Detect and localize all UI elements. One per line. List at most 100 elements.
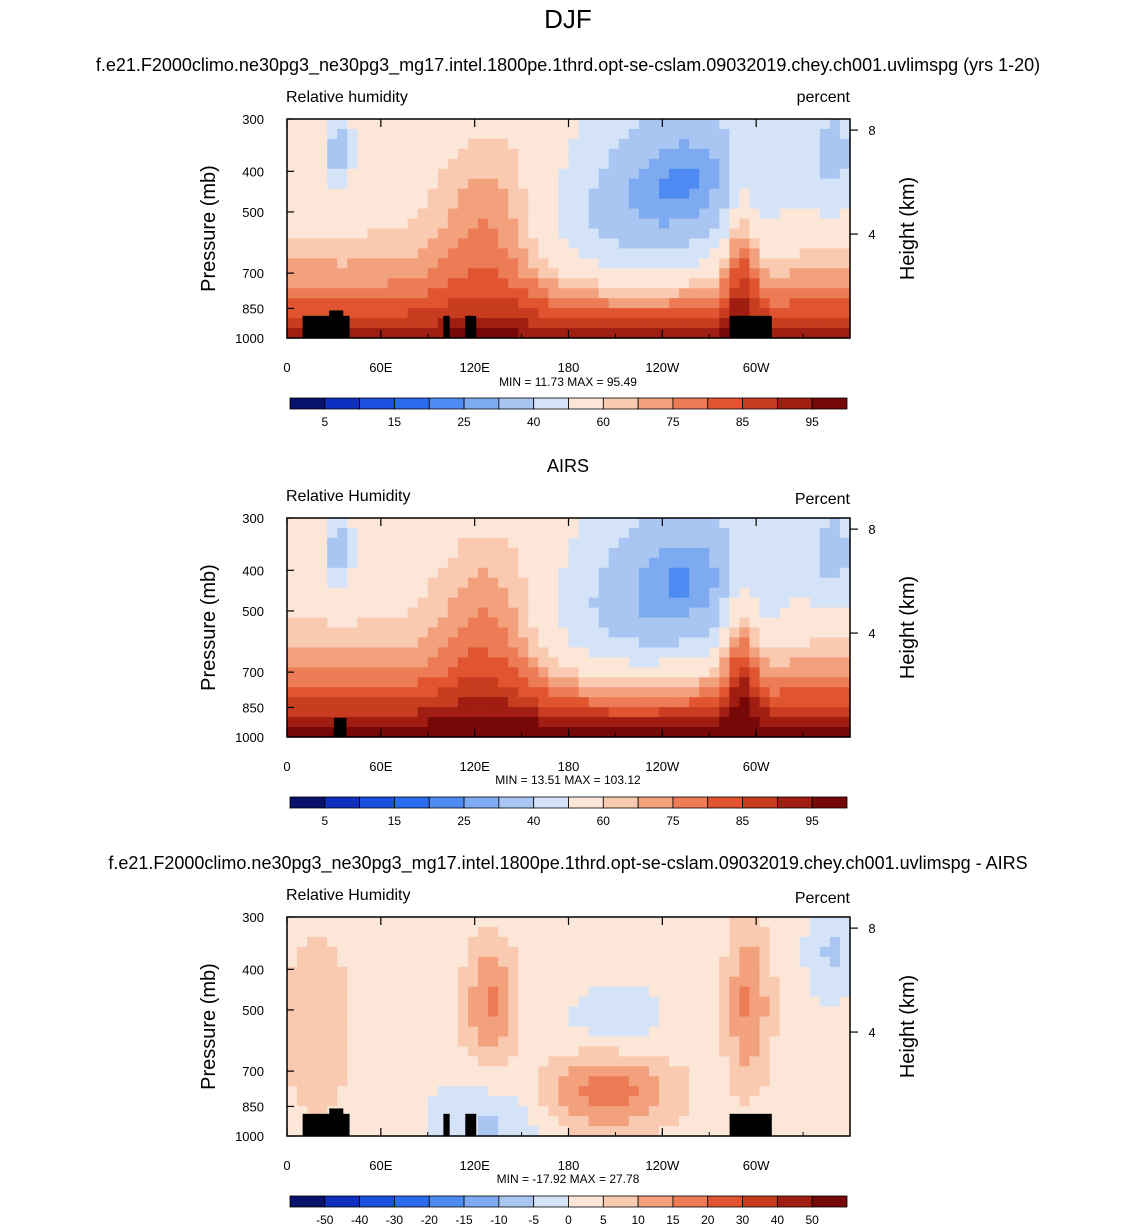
- field-cell: [679, 128, 690, 140]
- field-cell: [608, 617, 620, 629]
- field-cell: [377, 188, 389, 200]
- field-cell: [769, 667, 781, 678]
- field-cell: [538, 208, 549, 220]
- field-cell: [679, 238, 690, 250]
- field-cell: [669, 278, 680, 289]
- field-cell: [467, 657, 479, 668]
- field-cell: [638, 667, 650, 678]
- field-cell: [327, 567, 338, 579]
- field-cell: [628, 1096, 640, 1107]
- field-cell: [478, 128, 489, 140]
- field-cell: [799, 577, 811, 589]
- field-cell: [638, 1046, 650, 1057]
- field-cell: [829, 926, 841, 938]
- field-cell: [387, 328, 399, 339]
- field-cell: [558, 727, 570, 738]
- field-cell: [528, 1126, 539, 1137]
- field-cell: [457, 587, 469, 599]
- field-cell: [387, 627, 399, 639]
- field-cell: [357, 1066, 369, 1077]
- colorbar-swatch: [811, 1195, 848, 1208]
- field-cell: [699, 547, 710, 559]
- field-cell: [327, 258, 338, 269]
- field-cell: [709, 637, 720, 649]
- x-tick-label: 120E: [459, 1158, 490, 1173]
- field-cell: [588, 1056, 600, 1067]
- field-cell: [839, 158, 851, 170]
- field-cell: [498, 218, 509, 230]
- field-cell: [427, 218, 439, 230]
- x-tick-label: 120W: [645, 1158, 680, 1173]
- field-cell: [709, 328, 720, 339]
- field-cell: [528, 148, 539, 160]
- field-cell: [407, 268, 419, 279]
- field-cell: [397, 178, 409, 190]
- field-cell: [457, 1046, 469, 1057]
- field-cell: [287, 158, 298, 170]
- field-cell: [648, 577, 660, 589]
- field-cell: [467, 1046, 479, 1057]
- field-cell: [799, 1006, 811, 1018]
- field-cell: [558, 1096, 570, 1107]
- field-cell: [618, 128, 630, 140]
- field-cell: [628, 1076, 640, 1087]
- field-cell: [699, 1116, 710, 1127]
- field-cell: [719, 1056, 730, 1067]
- field-cell: [427, 138, 439, 150]
- field-cell: [658, 198, 670, 210]
- field-cell: [648, 518, 660, 529]
- field-cell: [307, 966, 318, 978]
- field-cell: [648, 926, 660, 938]
- field-cell: [528, 198, 539, 210]
- field-cell: [538, 1106, 549, 1117]
- field-cell: [809, 1126, 821, 1137]
- field-cell: [648, 657, 660, 668]
- field-cell: [648, 527, 660, 539]
- field-cell: [508, 288, 519, 299]
- field-cell: [779, 567, 791, 579]
- field-cell: [457, 657, 469, 668]
- field-cell: [297, 617, 308, 629]
- field-cell: [618, 527, 630, 539]
- field-cell: [819, 557, 831, 569]
- field-cell: [839, 926, 851, 938]
- field-cell: [337, 667, 348, 678]
- field-cell: [387, 1006, 399, 1018]
- field-cell: [628, 917, 640, 928]
- field-cell: [377, 198, 389, 210]
- field-cell: [789, 168, 801, 180]
- field-cell: [628, 996, 640, 1008]
- field-cell: [457, 218, 469, 230]
- field-cell: [478, 557, 489, 569]
- field-cell: [307, 1106, 318, 1117]
- field-cell: [498, 138, 509, 150]
- field-cell: [467, 677, 479, 688]
- field-cell: [809, 208, 821, 220]
- field-cell: [789, 208, 801, 220]
- field-cell: [608, 278, 620, 289]
- field-cell: [417, 518, 429, 529]
- field-cell: [618, 926, 630, 938]
- field-cell: [347, 956, 358, 968]
- field-cell: [739, 667, 751, 678]
- field-cell: [618, 577, 630, 589]
- field-cell: [799, 1016, 811, 1028]
- field-cell: [528, 188, 539, 200]
- field-cell: [588, 278, 600, 289]
- field-cell: [407, 119, 419, 130]
- field-cell: [689, 597, 700, 609]
- field-cell: [498, 1036, 509, 1048]
- field-cell: [578, 677, 590, 688]
- field-cell: [377, 996, 389, 1008]
- field-cell: [287, 946, 298, 958]
- field-cell: [407, 1126, 419, 1137]
- field-cell: [367, 946, 379, 958]
- field-cell: [628, 1126, 640, 1137]
- field-cell: [467, 687, 479, 698]
- field-cell: [467, 926, 479, 938]
- field-cell: [638, 308, 650, 319]
- field-cell: [407, 198, 419, 210]
- field-cell: [729, 667, 741, 678]
- field-cell: [739, 527, 751, 539]
- field-cell: [829, 986, 841, 998]
